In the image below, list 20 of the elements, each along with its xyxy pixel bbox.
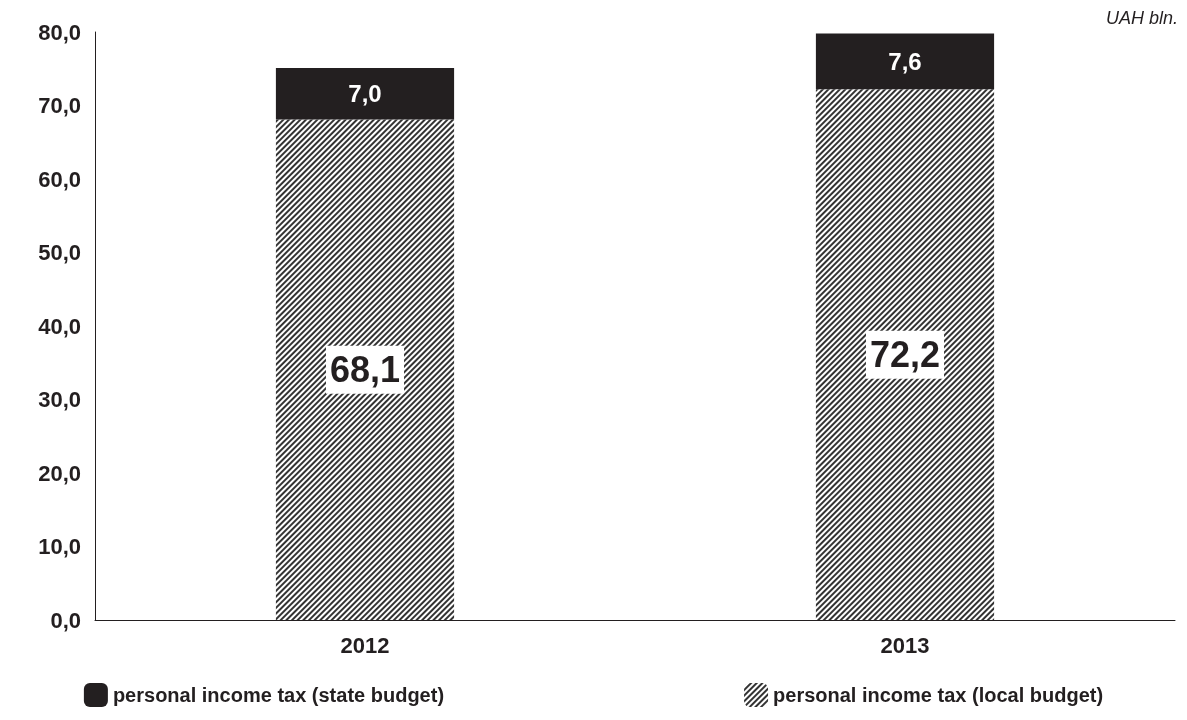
y-tick-label: 50,0 — [38, 240, 81, 265]
y-tick-label: 0,0 — [50, 607, 81, 633]
y-tick-label: 60,0 — [38, 166, 81, 192]
data-label: 72,2 — [869, 334, 941, 376]
y-tick-label: 10,0 — [38, 534, 81, 559]
y-tick-label: 70,0 — [38, 93, 81, 118]
data-label: 7,0 — [348, 80, 382, 108]
data-label: 7,6 — [888, 47, 922, 75]
y-tick-label: 20,0 — [38, 460, 81, 486]
data-label: 68,1 — [329, 349, 401, 391]
bar — [275, 68, 455, 120]
legend-label: personal income tax (state budget) — [112, 684, 445, 706]
x-tick-label: 2013 — [880, 632, 930, 658]
y-tick-label: 80,0 — [38, 19, 81, 45]
legend-label: personal income tax (local budget) — [773, 684, 1104, 706]
y-tick-label: 40,0 — [38, 313, 81, 339]
x-tick-label: 2012 — [340, 632, 390, 658]
bar — [815, 33, 995, 90]
text: UAH bln. — [1105, 8, 1178, 28]
y-tick-label: 30,0 — [38, 387, 81, 412]
